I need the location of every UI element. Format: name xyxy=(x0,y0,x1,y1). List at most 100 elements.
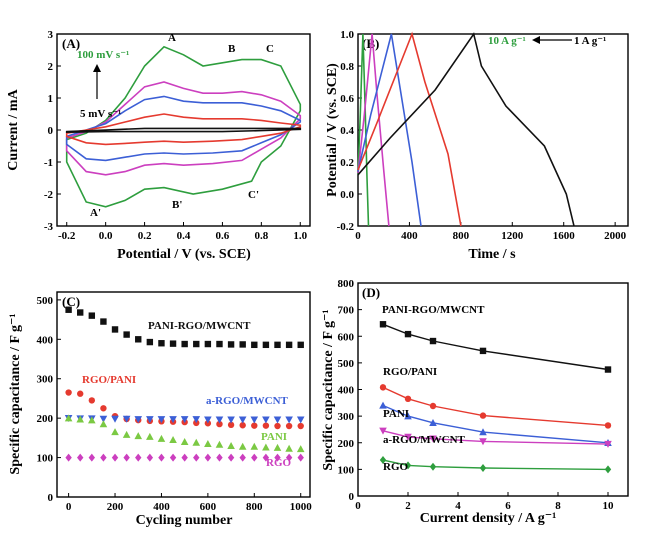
x-tick-label: 0 xyxy=(355,500,361,512)
data-point xyxy=(297,341,304,349)
data-point xyxy=(192,416,201,424)
y-tick-label: 400 xyxy=(338,385,355,397)
data-point xyxy=(216,340,223,348)
x-axis-label: Cycling number xyxy=(136,513,233,528)
data-point xyxy=(479,464,487,473)
data-point xyxy=(604,440,612,448)
data-point xyxy=(134,432,143,440)
data-point xyxy=(192,438,201,446)
data-point xyxy=(158,340,165,347)
annotation: 5 mV s⁻¹ xyxy=(80,108,121,120)
y-tick-label: 200 xyxy=(338,438,355,450)
data-point xyxy=(111,326,119,333)
panel-tag: (C) xyxy=(62,294,80,309)
data-point xyxy=(429,337,437,345)
rate-line xyxy=(382,386,609,427)
x-tick-label: -0.2 xyxy=(58,230,76,242)
data-point xyxy=(111,453,119,462)
cv-curve xyxy=(65,95,302,162)
data-point xyxy=(122,415,131,423)
x-tick-label: 600 xyxy=(200,501,217,513)
x-tick-label: 0 xyxy=(355,230,361,242)
rate-line xyxy=(382,323,609,371)
data-point xyxy=(262,341,270,349)
cv-curve xyxy=(65,127,302,134)
data-point xyxy=(204,340,212,348)
peak-label: C' xyxy=(248,189,259,201)
y-tick-label: 0.6 xyxy=(340,93,354,105)
data-point xyxy=(204,416,212,424)
y-tick-label: 0 xyxy=(48,125,54,137)
x-axis-label: Time / s xyxy=(468,247,516,262)
data-point xyxy=(285,416,293,424)
data-point xyxy=(251,341,258,349)
y-tick-label: 300 xyxy=(37,374,54,386)
data-point xyxy=(88,312,96,319)
data-point xyxy=(262,416,270,424)
data-point xyxy=(215,440,224,448)
data-point xyxy=(134,416,143,424)
gcd-curve xyxy=(357,33,422,227)
x-tick-label: 800 xyxy=(246,501,263,513)
arrow-head xyxy=(532,36,540,44)
data-point xyxy=(285,341,293,349)
data-point xyxy=(379,401,387,409)
data-point xyxy=(262,422,270,429)
data-point xyxy=(169,416,177,424)
data-point xyxy=(262,453,270,462)
series-label: PANI-RGO/MWCNT xyxy=(382,304,485,316)
peak-label: C xyxy=(266,43,274,55)
data-point xyxy=(250,442,259,450)
annotation: 100 mV s⁻¹ xyxy=(77,49,129,61)
data-point xyxy=(135,336,142,343)
panel-d: 0 2 4 6 8 100100200300400500600700800(D)Curre… xyxy=(321,278,629,526)
data-point xyxy=(297,422,304,430)
annotation: 10 A g⁻¹ xyxy=(488,35,526,47)
data-point xyxy=(180,438,189,446)
data-point xyxy=(146,338,154,346)
y-tick-label: -1 xyxy=(44,157,53,169)
data-point xyxy=(238,416,247,424)
data-point xyxy=(157,434,166,442)
x-tick-label: 0.2 xyxy=(138,230,152,242)
series-label: RGO xyxy=(266,457,292,469)
y-tick-label: 100 xyxy=(338,464,355,476)
data-point xyxy=(379,384,387,391)
data-point xyxy=(88,453,96,462)
data-point xyxy=(227,441,235,449)
data-point xyxy=(135,453,142,462)
y-tick-label: 2 xyxy=(48,61,54,73)
data-point xyxy=(169,453,177,462)
y-tick-label: 300 xyxy=(338,411,355,423)
data-point xyxy=(146,453,154,462)
data-point xyxy=(285,444,293,452)
gcd-curve xyxy=(357,33,390,227)
data-point xyxy=(204,439,212,447)
x-axis-label: Current density / A g⁻¹ xyxy=(420,511,557,526)
data-point xyxy=(274,422,281,430)
x-tick-label: 0.0 xyxy=(99,230,113,242)
data-point xyxy=(239,422,246,429)
data-point xyxy=(122,430,131,438)
data-point xyxy=(404,330,412,338)
data-point xyxy=(296,445,305,453)
data-point xyxy=(273,443,282,451)
peak-label: B' xyxy=(172,199,182,211)
y-tick-label: -0.2 xyxy=(337,221,355,233)
y-tick-label: 0 xyxy=(349,491,355,503)
data-point xyxy=(100,405,107,412)
x-tick-label: 0.8 xyxy=(254,230,268,242)
panel-tag: (A) xyxy=(62,36,80,51)
x-tick-label: 10 xyxy=(603,500,615,512)
y-tick-label: 1.0 xyxy=(340,29,354,41)
data-point xyxy=(238,442,247,450)
data-point xyxy=(379,427,387,435)
x-tick-label: 8 xyxy=(555,500,561,512)
panel-tag: (D) xyxy=(362,285,380,300)
data-point xyxy=(479,412,487,419)
x-tick-label: 1.0 xyxy=(293,230,307,242)
data-point xyxy=(99,420,108,428)
data-point xyxy=(65,389,72,396)
data-point xyxy=(250,416,259,424)
data-point xyxy=(216,453,223,462)
